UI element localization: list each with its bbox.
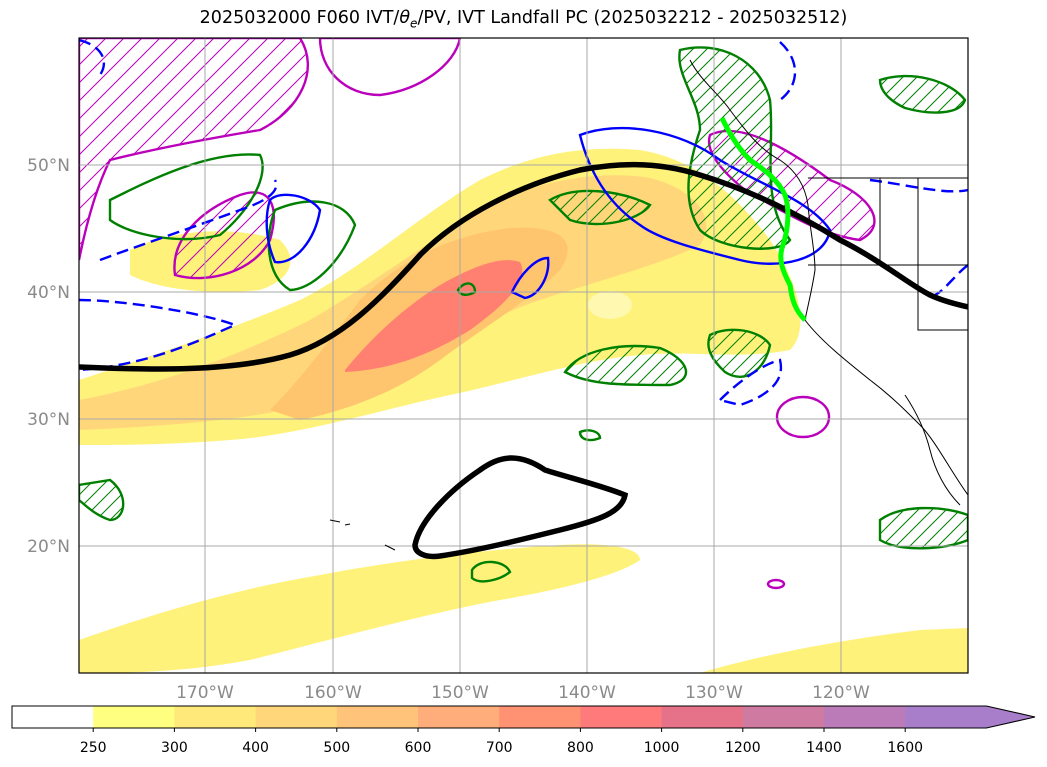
coastlines xyxy=(329,59,968,551)
lat-label-40: 40°N xyxy=(27,283,70,303)
colorbar-tick-label: 1000 xyxy=(644,740,680,756)
lon-label-130: 130°W xyxy=(685,683,743,703)
chart-title: 2025032000 F060 IVT/θe/PV, IVT Landfall … xyxy=(199,8,848,31)
map-frame xyxy=(78,37,969,674)
colorbar-swatch xyxy=(12,706,94,728)
magenta-contours xyxy=(79,38,876,590)
colorbar-tick-label: 250 xyxy=(80,740,107,756)
blue-contours xyxy=(79,38,968,407)
latitude-labels: 50°N 40°N 30°N 20°N xyxy=(27,156,70,557)
map-content xyxy=(79,38,968,673)
longitude-labels: 170°W 160°W 150°W 140°W 130°W 120°W xyxy=(176,683,870,703)
landfall-line xyxy=(719,116,807,322)
lat-label-20: 20°N xyxy=(27,537,70,557)
colorbar-extend-arrow xyxy=(905,706,1035,728)
colorbar-tick-label: 300 xyxy=(161,740,188,756)
colorbar-outline xyxy=(11,705,1036,729)
colorbar-tick-label: 800 xyxy=(567,740,594,756)
green-contours xyxy=(79,46,968,583)
colorbar-tick-label: 1200 xyxy=(725,740,761,756)
colorbar-swatch xyxy=(418,706,500,728)
colorbar-swatch xyxy=(499,706,581,728)
colorbar-swatch xyxy=(824,706,906,728)
colorbar-tick-label: 400 xyxy=(242,740,269,756)
colorbar-tick-label: 700 xyxy=(486,740,513,756)
pv-contours xyxy=(79,161,968,560)
ivt-band-southeast xyxy=(700,628,968,673)
colorbar-tick-label: 1600 xyxy=(887,740,923,756)
colorbar-swatch xyxy=(580,706,663,728)
lon-label-150: 150°W xyxy=(431,683,489,703)
lat-label-30: 30°N xyxy=(27,410,70,430)
colorbar-swatch xyxy=(742,706,825,728)
colorbar-swatch xyxy=(336,706,419,728)
colorbar-tick-label: 600 xyxy=(405,740,432,756)
lat-label-50: 50°N xyxy=(27,156,70,176)
colorbar-swatch xyxy=(661,706,744,728)
colorbar: 250 300 400 500 600 700 800 1000 1200 1400 1600 xyxy=(11,705,1036,756)
gridlines xyxy=(79,38,968,673)
colorbar-swatch xyxy=(174,706,257,728)
ivt-high xyxy=(345,260,523,372)
lon-label-160: 160°W xyxy=(304,683,362,703)
ivt-band-south xyxy=(79,544,640,673)
colorbar-tick-label: 1400 xyxy=(806,740,842,756)
colorbar-tick-label: 500 xyxy=(323,740,350,756)
ivt-hole xyxy=(588,291,632,319)
lon-label-140: 140°W xyxy=(558,683,616,703)
colorbar-swatch xyxy=(93,706,175,728)
lon-label-170: 170°W xyxy=(176,683,234,703)
lon-label-120: 120°W xyxy=(812,683,870,703)
colorbar-swatch xyxy=(255,706,338,728)
